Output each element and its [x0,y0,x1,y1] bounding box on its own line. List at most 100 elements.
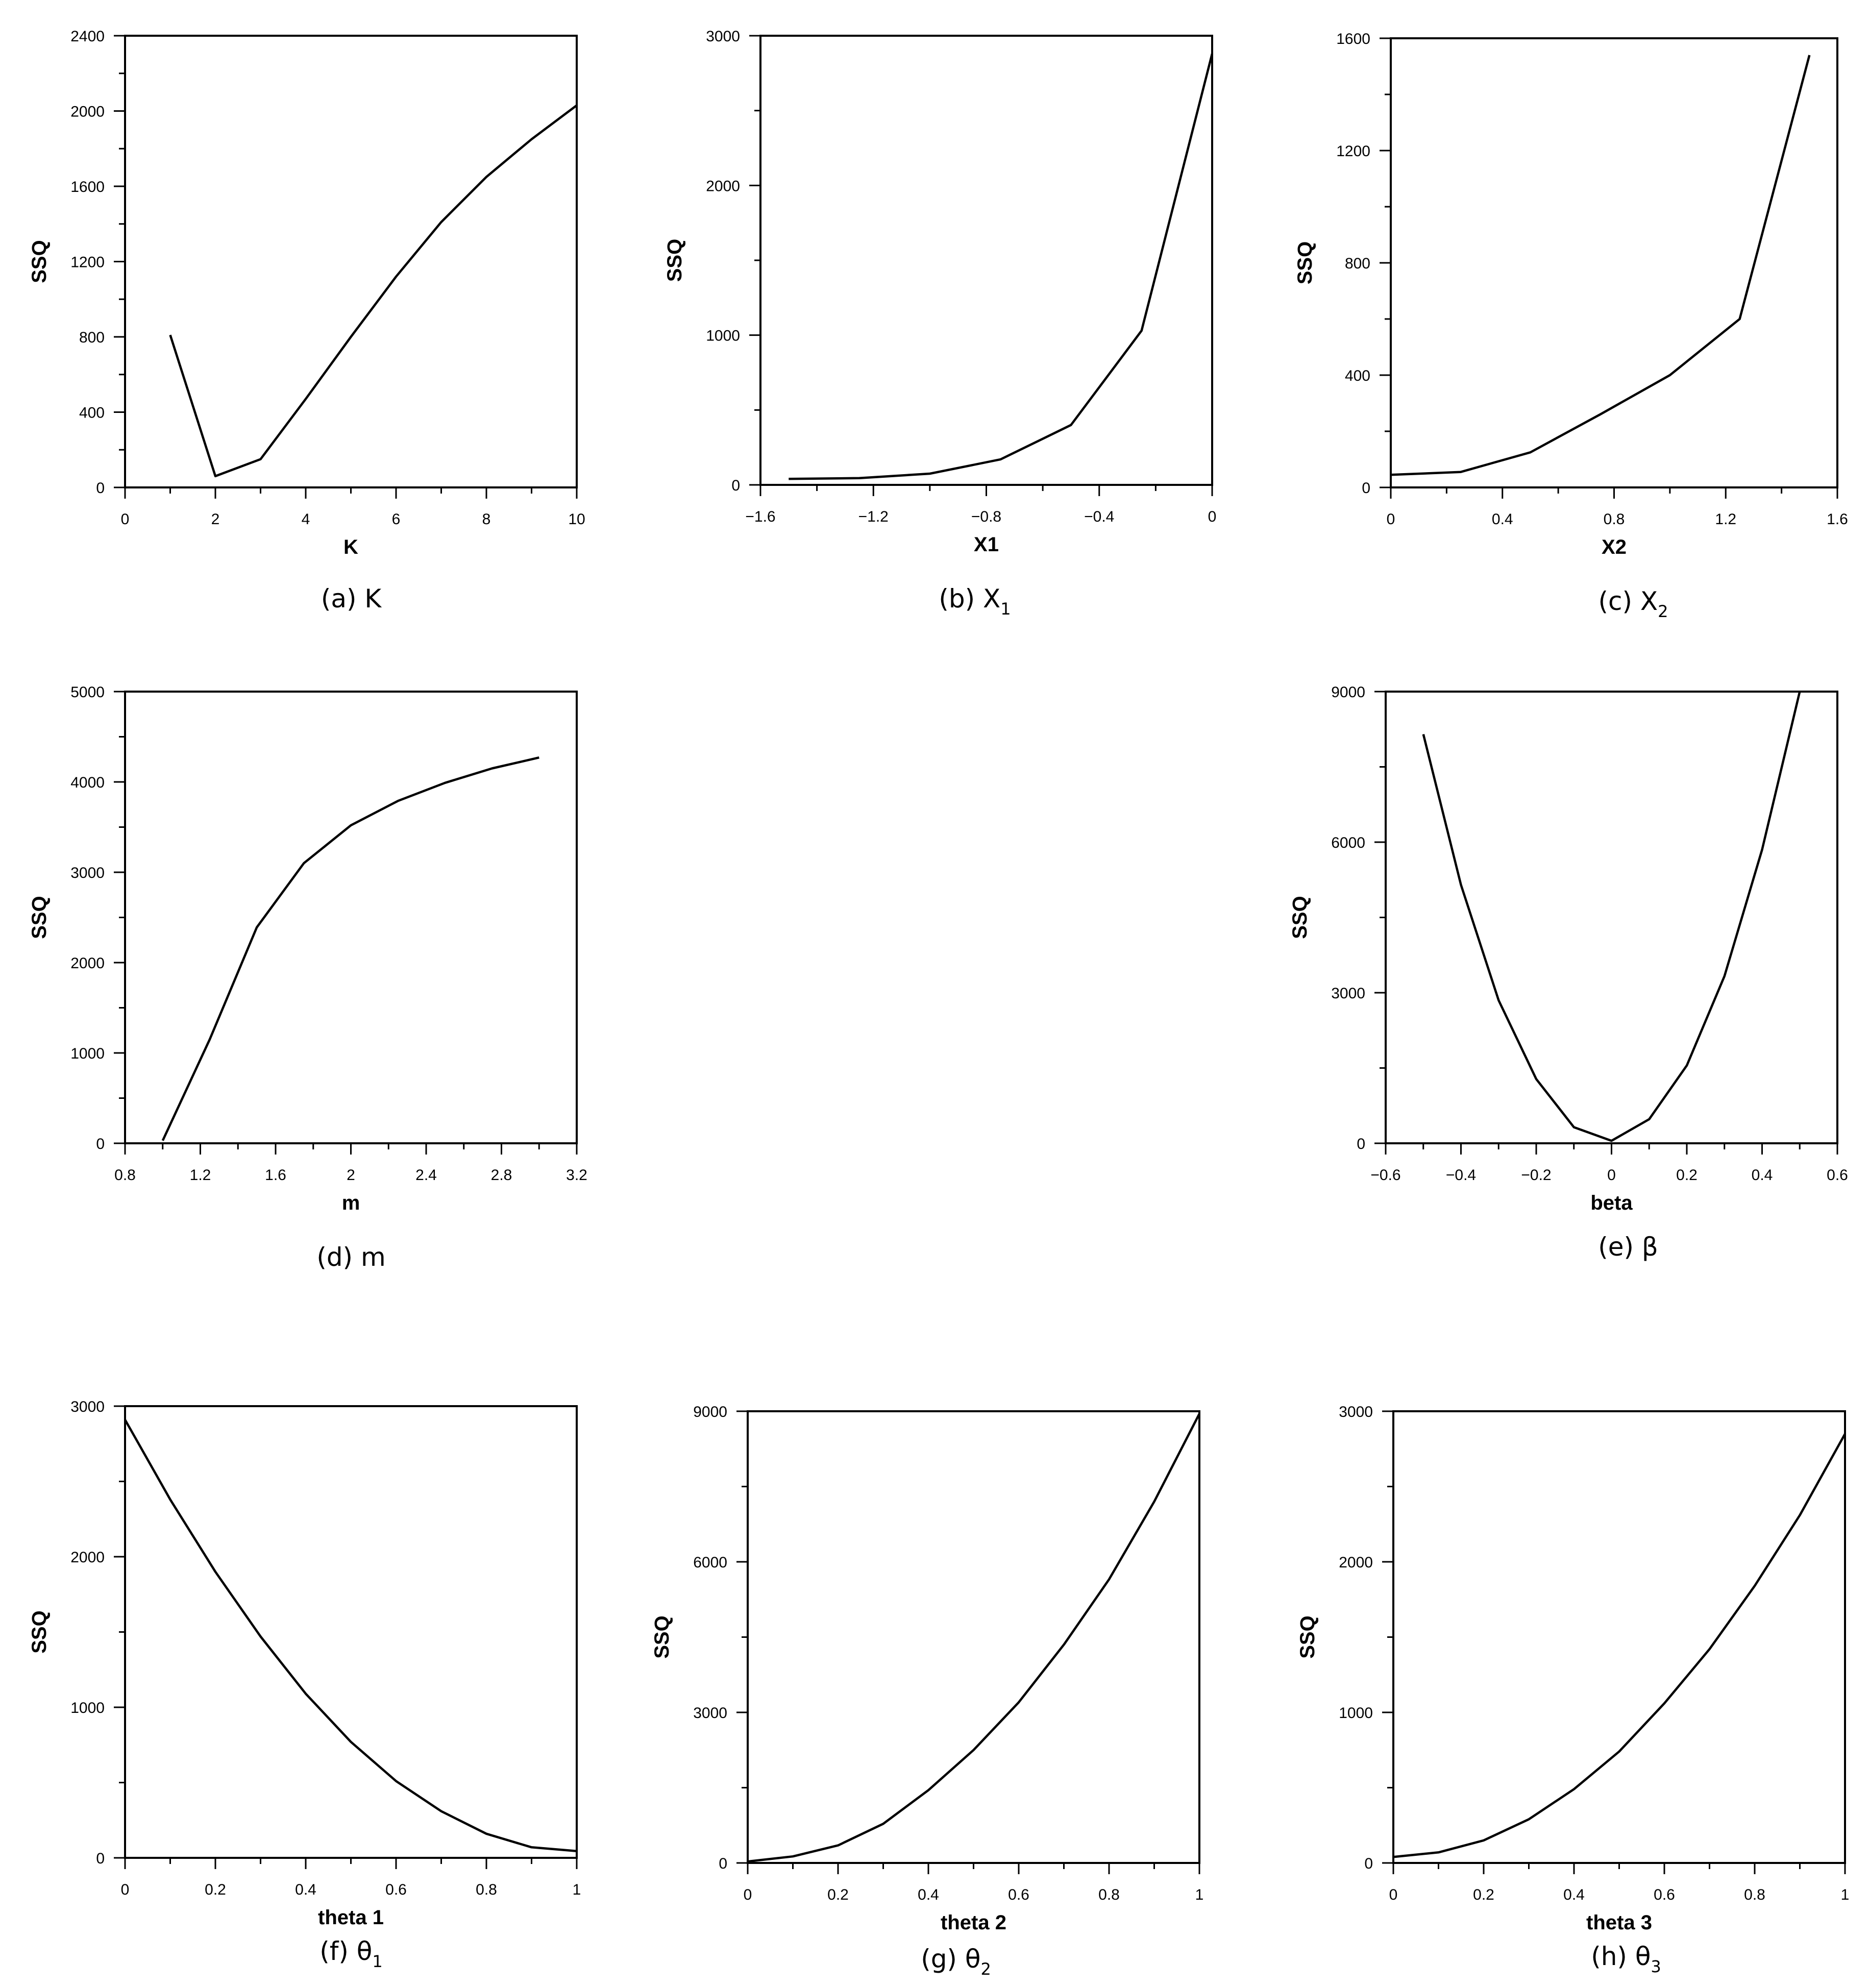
x-tick-label: 6 [392,511,401,528]
y-tick-label: 6000 [1331,835,1365,851]
caption-subscript: 3 [1651,1957,1661,1976]
x-axis-label: m [342,1192,360,1214]
x-tick-label: 2.4 [415,1167,437,1184]
y-tick-label: 5000 [70,684,105,701]
caption-subscript: 2 [1658,602,1668,621]
x-tick-label: 0 [121,511,130,528]
x-tick-label: 0 [1607,1167,1616,1184]
series-line [169,104,578,478]
y-axis-label: SSQ [1289,896,1311,939]
x-tick-label: 0.2 [827,1886,849,1903]
y-tick-label: 0 [96,480,105,497]
x-tick-label: 0.4 [1563,1886,1585,1903]
x-tick-label: 0.6 [1008,1886,1029,1903]
y-axis-label: SSQ [1296,1615,1319,1658]
panel-caption: (g) θ2 [921,1944,991,1979]
x-tick-label: 0.2 [1473,1886,1494,1903]
x-tick-label: 0.4 [918,1886,939,1903]
x-tick-label: 0 [1387,511,1395,528]
x-tick-label: 3.2 [566,1167,587,1184]
y-tick-label: 1600 [1336,31,1370,47]
y-tick-label: 1000 [70,1700,105,1716]
x-tick-label: 1.2 [190,1167,211,1184]
y-tick-label: 2000 [706,178,740,194]
chart-5: −0.6 −0.4 −0.2 0 0.2 0.4 0.6 0 3000 6000 9000 beta S… [1289,684,1848,1262]
y-tick-label: 800 [1345,255,1370,272]
y-tick-label: 9000 [693,1404,727,1420]
chart-6: 0 0.2 0.4 0.6 0.8 1 0 1000 2000 3000 theta 1 SSQ (f)… [28,1398,581,1971]
x-tick-label: 0.6 [1654,1886,1675,1903]
x-tick-label: −1.2 [858,508,889,525]
panel-caption: (f) θ1 [319,1936,382,1971]
chart-2: −1.6 −1.2 −0.8 −0.4 0 0 1000 2000 3000 X1 SSQ (b) X… [663,28,1216,619]
y-axis-label: SSQ [28,896,51,939]
y-tick-label: 2000 [70,104,105,120]
panel-caption: (h) θ3 [1591,1942,1661,1976]
panel-caption: (b) X1 [939,584,1011,619]
y-tick-label: 1000 [70,1045,105,1062]
y-tick-label: 400 [1345,367,1370,384]
plot-frame [124,1405,578,1859]
y-tick-label: 2000 [1339,1554,1373,1571]
y-tick-label: 1200 [70,254,105,271]
caption-subscript: 1 [1000,599,1011,619]
y-tick-label: 2400 [70,28,105,45]
caption-subscript: 2 [980,1959,991,1979]
series-line [1393,1433,1846,1858]
plot-frame [124,35,578,488]
x-tick-label: 0.8 [1744,1886,1765,1903]
series-line [124,1419,577,1852]
x-tick-label: −1.6 [745,508,775,525]
y-tick-label: 1200 [1336,143,1370,160]
y-tick-label: 0 [96,1136,105,1152]
y-tick-label: 4000 [70,774,105,791]
panel-caption: (c) X2 [1598,586,1668,621]
y-axis-label: SSQ [663,239,686,282]
y-tick-label: 3000 [693,1705,727,1722]
y-tick-label: 1000 [706,328,740,345]
x-tick-label: 0 [121,1881,130,1898]
y-axis-label: SSQ [651,1615,673,1658]
x-tick-label: 0.8 [1604,511,1625,528]
series-line [161,756,539,1141]
x-tick-label: 1.6 [265,1167,286,1184]
x-tick-label: −0.6 [1370,1167,1400,1184]
chart-4: 0.8 1.2 1.6 2 2.4 2.8 3.2 0 1000 2000 3000 4000 5000… [28,684,587,1272]
x-axis-label: beta [1590,1192,1633,1214]
x-tick-label: 0 [1208,508,1217,525]
x-tick-label: −0.2 [1521,1167,1551,1184]
plot-frame [1392,1410,1846,1864]
y-tick-label: 3000 [70,865,105,881]
y-tick-label: 0 [719,1855,727,1872]
x-tick-label: 0.8 [1098,1886,1120,1903]
x-tick-label: 2 [347,1167,355,1184]
x-tick-label: 0.6 [385,1881,407,1898]
caption-subscript: 1 [372,1952,382,1971]
x-axis-label: K [343,536,358,558]
y-tick-label: 3000 [70,1398,105,1415]
y-tick-label: 1000 [1339,1705,1373,1722]
x-tick-label: 0.2 [1676,1167,1698,1184]
y-tick-label: 2000 [70,955,105,972]
x-tick-label: −0.4 [1446,1167,1476,1184]
y-tick-label: 400 [79,405,105,422]
chart-8: 0 0.2 0.4 0.6 0.8 1 0 1000 2000 3000 theta 3 SSQ (h)… [1296,1404,1849,1976]
x-tick-label: 0.4 [1492,511,1513,528]
x-tick-label: 1 [1841,1886,1850,1903]
x-tick-label: 2.8 [491,1167,512,1184]
y-axis-label: SSQ [28,1610,51,1653]
series-line [1390,55,1811,476]
x-tick-label: 0.6 [1827,1167,1848,1184]
series-line [789,53,1214,480]
x-axis-label: theta 3 [1586,1911,1652,1934]
plot-frame [759,35,1213,486]
y-tick-label: 800 [79,329,105,346]
y-tick-label: 3000 [706,28,740,45]
y-tick-label: 3000 [1339,1404,1373,1420]
y-tick-label: 0 [1357,1136,1365,1152]
chart-1: 0 2 4 6 8 10 0 400 800 1200 1600 2000 2400 K SSQ (a) K [28,28,585,613]
plot-frame [747,1410,1200,1864]
y-axis-label: SSQ [28,240,51,283]
x-tick-label: 0.4 [295,1881,316,1898]
y-tick-label: 6000 [693,1554,727,1571]
